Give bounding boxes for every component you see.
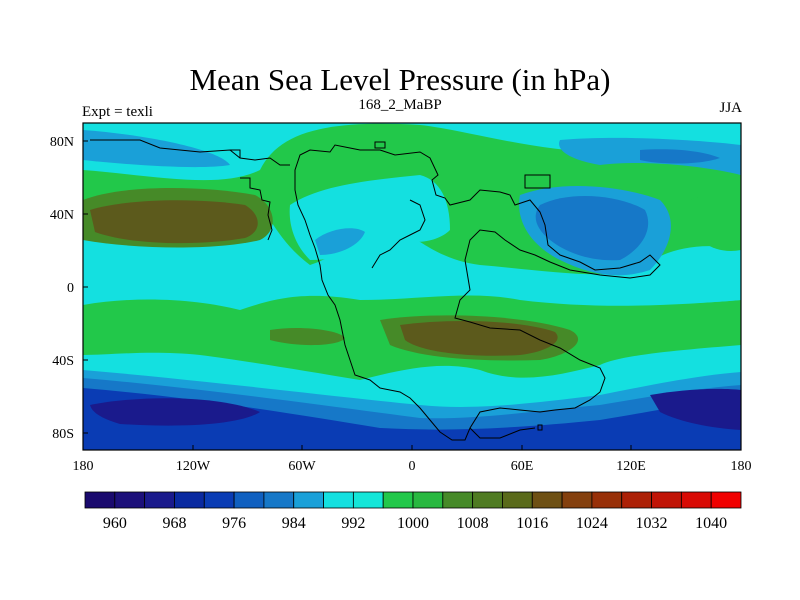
experiment-label: Expt = texli [82,104,153,120]
colorbar-swatch [352,491,384,509]
y-tick-label: 40N [50,208,74,223]
x-tick-label: 120E [616,459,646,474]
x-tick-label: 60W [288,459,316,474]
colorbar [84,491,742,509]
colorbar-label: 960 [103,515,127,532]
colorbar-label: 968 [162,515,186,532]
colorbar-swatch [323,491,354,509]
field-984-north-east [640,149,720,164]
field-1004-east [690,193,741,251]
colorbar-swatch [174,491,205,509]
colorbar-swatch [621,491,652,509]
colorbar-label: 1024 [576,515,608,532]
colorbar-label: 992 [341,515,365,532]
colorbar-swatch [84,491,116,509]
colorbar-swatch [203,491,235,509]
x-tick-label: 180 [731,459,752,474]
x-tick-label: 0 [409,459,416,474]
coastline-pangea [294,144,661,441]
colorbar-swatch [114,491,146,509]
colorbar-swatch [144,491,175,509]
colorbar-label: 1040 [695,515,727,532]
y-tick-label: 0 [67,281,74,296]
colorbar-swatch [293,491,324,509]
colorbar-swatch [442,491,474,509]
colorbar-swatch [651,491,682,509]
coastline-antarctic-fringe [469,427,536,439]
x-tick-label: 60E [511,459,534,474]
colorbar-swatch [531,491,563,509]
field-1016-atlantic-high [90,200,258,244]
colorbar-label: 976 [222,515,246,532]
field-984-asia [535,195,649,261]
period-label: 168_2_MaBP [358,97,442,113]
colorbar-label: 1000 [397,515,429,532]
colorbar-swatch [680,491,712,509]
y-tick-label: 40S [52,354,74,369]
colorbar-swatch [472,491,503,509]
field-976-south-east [650,388,741,430]
colorbar-label: 1016 [516,515,548,532]
coastline-west-blocks [240,177,273,241]
colorbar-swatch [561,491,593,509]
coastline-inner-tethys [371,199,426,269]
axis-ticks [82,140,742,450]
colorbar-swatch [382,491,414,509]
field-1012-small-high [270,327,345,346]
x-tick-label: 120W [176,459,211,474]
field-976-south-west [90,398,260,426]
field-988-atlantic-patch [315,228,365,255]
coastlines [90,139,661,441]
colorbar-swatch [502,491,533,509]
field-980-south [83,388,741,450]
field-988-north [83,130,230,168]
colorbar-label: 984 [282,515,306,532]
pressure-field [83,123,741,450]
x-tick-label: 180 [73,459,94,474]
map-title: Mean Sea Level Pressure (in hPa) [189,62,611,97]
y-tick-label: 80N [50,135,74,150]
coastline-islands [230,141,543,431]
field-996-indian [470,270,741,304]
colorbar-label: 1008 [457,515,489,532]
colorbar-label: 1032 [636,515,668,532]
colorbar-swatch [710,491,742,509]
season-label: JJA [719,100,742,116]
colorbar-swatch [233,491,265,509]
colorbar-labels: 960 968 976 984 992 1000 1008 1016 1024 1032 1040 [103,515,727,532]
field-996-westpac [83,245,248,299]
colorbar-swatch [591,491,623,509]
colorbar-swatch [412,491,444,509]
colorbar-swatch [263,491,295,509]
y-tick-label: 80S [52,427,74,442]
coastline-east-asia [524,174,551,189]
